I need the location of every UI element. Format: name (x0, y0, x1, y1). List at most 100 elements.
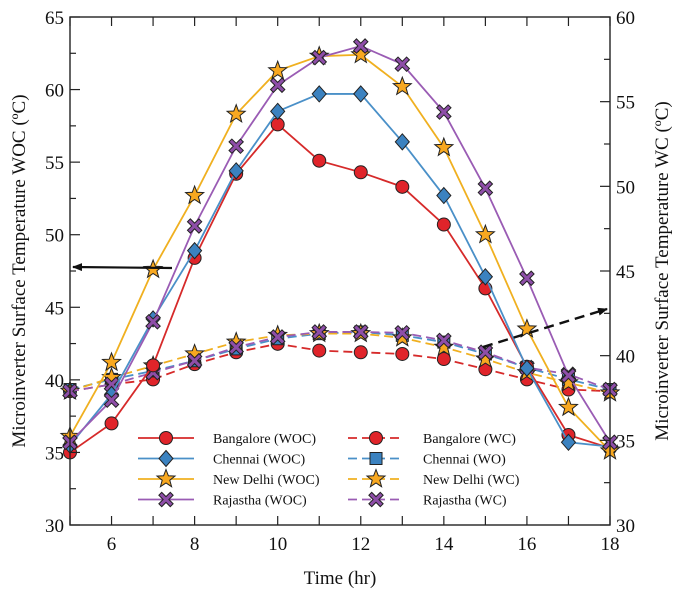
data-point (436, 186, 452, 205)
x-axis-label: Time (hr) (304, 568, 377, 589)
legend-marker (368, 491, 384, 508)
y-tick-label-right: 55 (616, 93, 635, 114)
legend-marker (365, 468, 387, 488)
legend-item-new-delhi-wc: New Delhi (WC) (348, 468, 520, 488)
data-point (353, 165, 368, 180)
series-layer (59, 38, 621, 460)
data-point (267, 59, 289, 80)
y-tick-label-right: 50 (616, 177, 635, 198)
data-point (477, 344, 494, 361)
data-point (477, 180, 494, 197)
data-point (353, 85, 369, 103)
legend-label: Bangalore (WC) (423, 432, 516, 447)
data-point (145, 313, 161, 330)
data-point (433, 136, 455, 157)
y-tick-label-left: 40 (45, 371, 64, 392)
series-chennai-wo (63, 325, 617, 397)
y-tick-label-left: 45 (45, 298, 64, 319)
data-point (474, 223, 496, 244)
legend: Bangalore (WOC) Chennai (WOC) New Delhi (W… (138, 431, 520, 509)
legend-marker (369, 431, 383, 445)
data-point (519, 270, 535, 287)
data-point (477, 268, 494, 286)
y-axis-label-left: Microinverter Surface Temperature WOC (º… (9, 94, 30, 447)
data-point (394, 324, 411, 341)
data-point (395, 179, 410, 194)
axes-layer: 6 8 10 12 14 16 183035404550556065303540455055… (45, 8, 635, 555)
y-tick-label-left: 60 (45, 81, 64, 102)
data-point (560, 433, 577, 452)
legend-label: Chennai (WO) (423, 453, 506, 468)
legend-marker (158, 491, 174, 508)
legend-item-bangalore-woc: Bangalore (WOC) (138, 431, 316, 447)
data-point (435, 332, 452, 349)
series-line (69, 123, 611, 454)
data-point (312, 343, 327, 358)
data-point (350, 43, 372, 64)
legend-item-bangalore-wc: Bangalore (WC) (348, 431, 516, 447)
series-new-delhi-woc (59, 43, 621, 460)
series-line (69, 53, 611, 452)
y-tick-label-right: 40 (616, 347, 635, 368)
data-point (186, 352, 203, 369)
legend-marker (158, 449, 174, 468)
legend-item-rajastha-wc: Rajastha (WC) (348, 491, 507, 509)
legend-item-new-delhi-woc: New Delhi (WOC) (138, 468, 320, 488)
data-point (225, 103, 247, 124)
x-tick-label: 10 (268, 534, 287, 555)
y-tick-label-right: 45 (616, 262, 635, 283)
y-tick-label-right: 60 (616, 8, 635, 29)
data-point (353, 345, 368, 360)
data-point (146, 358, 161, 373)
y-tick-label-right: 30 (616, 516, 635, 537)
x-tick-label: 6 (107, 534, 117, 555)
x-tick-label: 16 (517, 534, 536, 555)
data-point (311, 324, 328, 340)
legend-item-chennai-wo: Chennai (WO) (348, 452, 506, 468)
legend-label: Chennai (WOC) (213, 453, 305, 468)
y-tick-label-left: 65 (45, 8, 64, 29)
x-tick-label: 12 (351, 534, 370, 555)
legend-label: New Delhi (WC) (423, 473, 520, 488)
x-tick-label: 18 (601, 534, 620, 555)
data-point (436, 217, 451, 232)
legend-marker (155, 468, 177, 488)
y-tick-label-left: 30 (45, 516, 64, 537)
series-bangalore-woc (63, 117, 617, 460)
data-point (394, 56, 411, 73)
data-point (394, 133, 410, 151)
data-point (391, 75, 413, 96)
y-axis-label-right: Microinverter Surface Temperature WC (ºC… (652, 101, 673, 440)
data-point (228, 339, 245, 356)
legend-label: New Delhi (WOC) (213, 473, 320, 488)
legend-marker (369, 452, 383, 465)
legend-item-rajastha-woc: Rajastha (WOC) (138, 491, 307, 509)
data-point (104, 416, 119, 431)
data-point (558, 396, 579, 417)
data-point (186, 241, 203, 260)
legend-item-chennai-woc: Chennai (WOC) (138, 449, 305, 468)
data-point (184, 184, 206, 205)
data-point (516, 318, 538, 338)
data-point (312, 153, 327, 168)
data-point (269, 77, 286, 94)
data-point (228, 162, 244, 180)
legend-label: Rajastha (WOC) (213, 494, 307, 509)
series-line (69, 331, 611, 393)
y-tick-label-right: 35 (616, 431, 635, 452)
data-point (270, 102, 286, 121)
data-point (103, 392, 120, 409)
data-point (352, 38, 369, 54)
data-point (269, 329, 286, 345)
series-chennai-woc (62, 85, 618, 456)
series-rajastha-woc (62, 38, 618, 451)
data-point (435, 104, 452, 120)
arrow-right-axis (482, 307, 608, 349)
data-point (311, 85, 327, 103)
legend-label: Rajastha (WC) (423, 494, 507, 509)
y-tick-label-left: 50 (45, 226, 64, 247)
arrow-left-axis (72, 263, 173, 272)
data-point (395, 346, 410, 361)
legend-marker (159, 431, 173, 445)
